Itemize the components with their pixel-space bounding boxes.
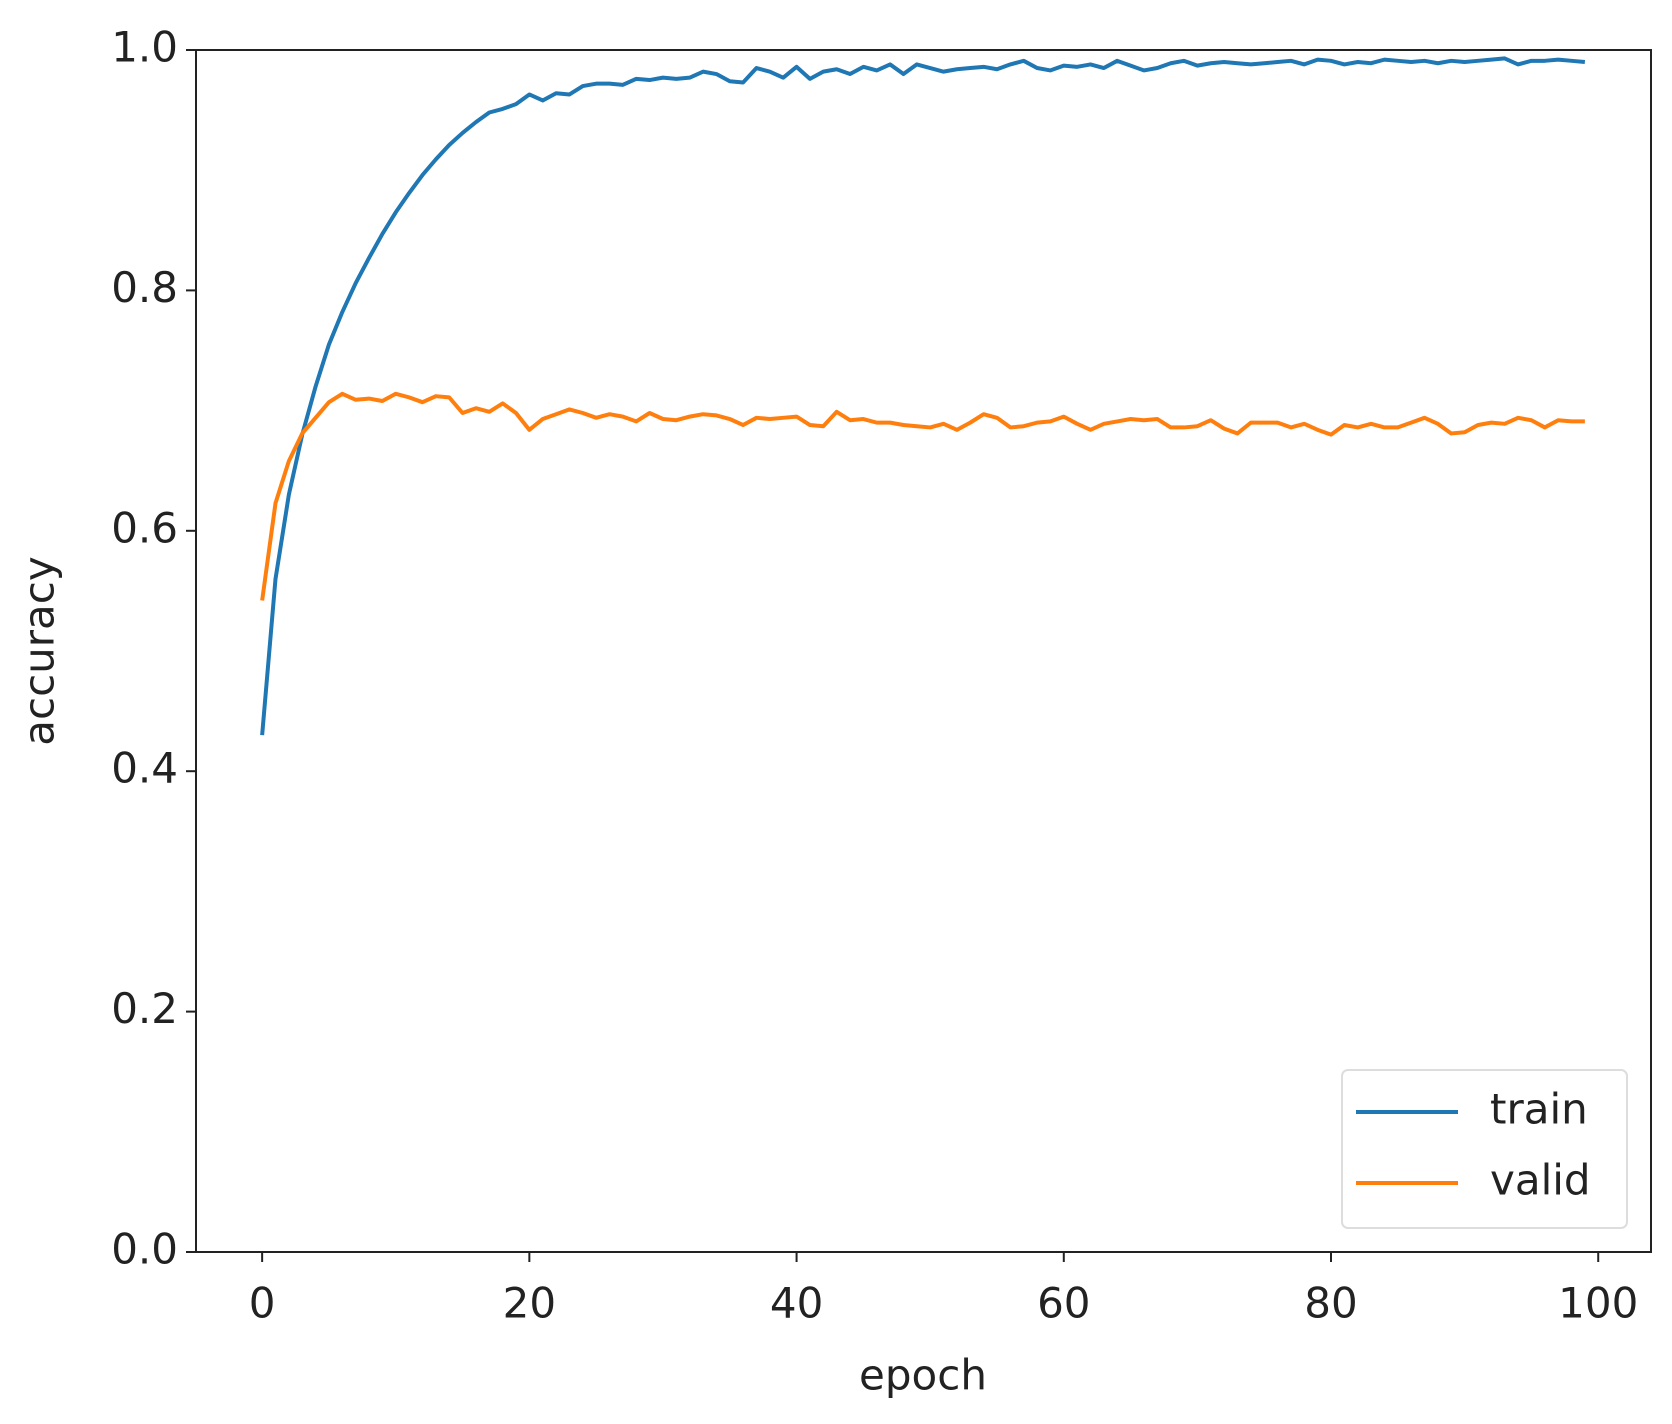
y-tick-label: 0.2 xyxy=(111,984,178,1033)
line-series xyxy=(260,56,1586,736)
y-tick-label: 0.0 xyxy=(111,1225,178,1274)
y-tick-label: 0.4 xyxy=(111,744,178,793)
x-tick-label: 0 xyxy=(249,1279,276,1328)
x-tick-label: 80 xyxy=(1304,1279,1357,1328)
x-tick-label: 40 xyxy=(770,1279,823,1328)
legend-label: valid xyxy=(1490,1156,1591,1205)
x-tick-label: 60 xyxy=(1037,1279,1090,1328)
y-axis-label: accuracy xyxy=(15,556,64,746)
x-tick-label: 100 xyxy=(1558,1279,1638,1328)
y-tick-label: 0.6 xyxy=(111,503,178,552)
line-series xyxy=(260,391,1585,601)
plot-frame xyxy=(195,49,1652,1253)
x-axis-label: epoch xyxy=(859,1351,987,1400)
legend-box xyxy=(1341,1069,1628,1229)
y-tick-label: 1.0 xyxy=(111,23,178,72)
y-tick-label: 0.8 xyxy=(111,263,178,312)
x-tick-label: 20 xyxy=(503,1279,556,1328)
legend-label: train xyxy=(1490,1085,1588,1134)
